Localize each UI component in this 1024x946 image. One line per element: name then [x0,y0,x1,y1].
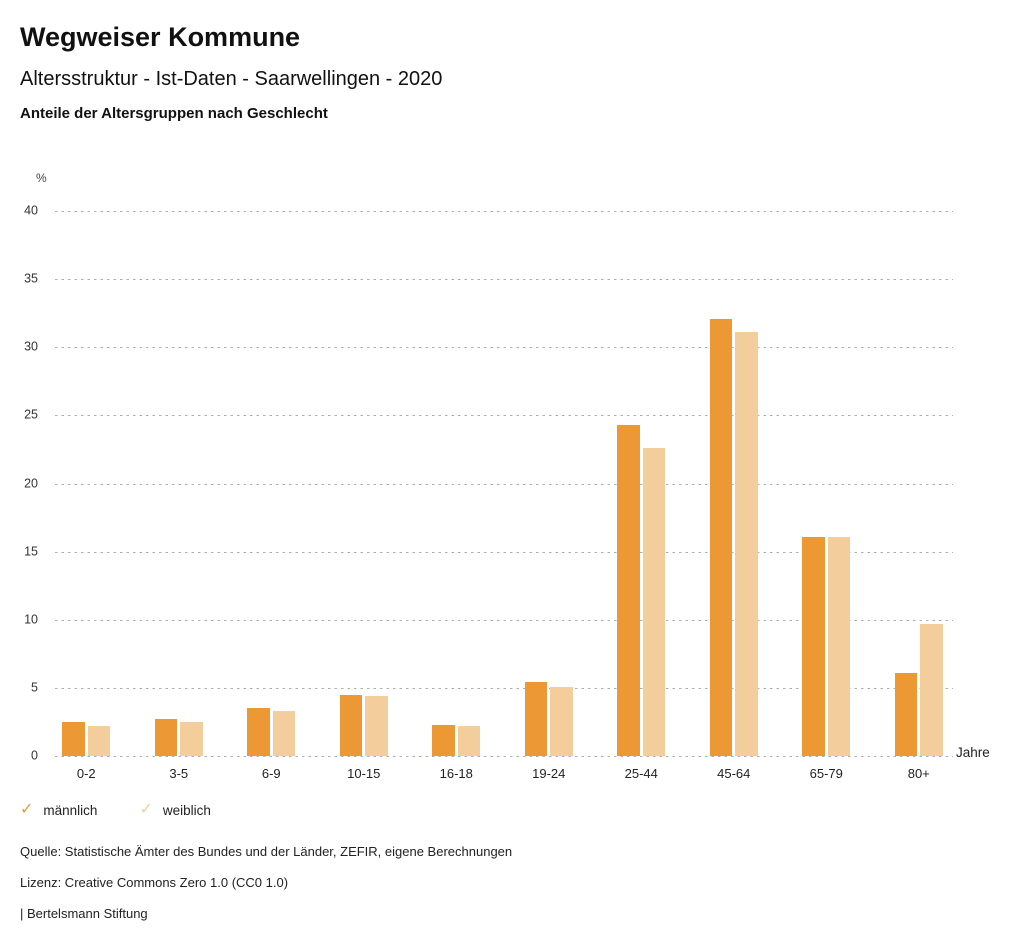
y-tick-label-15: 15 [24,544,38,559]
x-tick-label-16-18: 16-18 [439,766,473,781]
bar-weiblich-45-64[interactable] [735,332,758,756]
x-tick-label-65-79: 65-79 [809,766,843,781]
bar-weiblich-10-15[interactable] [365,696,388,756]
gridline-40 [55,211,953,212]
bar-group-19-24: 19-24 [503,211,596,781]
y-axis-unit-label: % [36,171,47,185]
gridline-35 [55,279,953,281]
bar-group-10-15: 10-15 [318,211,411,781]
bar-group-0-2: 0-2 [40,211,133,781]
gridline-25 [55,415,953,417]
bar-group-25-44: 25-44 [595,211,688,781]
bar-m-nnlich-80+[interactable] [894,672,918,756]
chart-subtitle: Altersstruktur - Ist-Daten - Saarwelling… [20,68,443,90]
source-text: Quelle: Statistische Ämter des Bundes un… [20,844,513,859]
y-axis-tick-labels: 40 35 30 25 20 15 10 5 0 [0,204,38,763]
y-tick-label-25: 25 [24,408,38,423]
license-text: Lizenz: Creative Commons Zero 1.0 (CC0 1… [20,875,289,890]
bar-m-nnlich-3-5[interactable] [154,719,178,756]
attribution-text: | Bertelsmann Stiftung [20,906,148,921]
x-tick-label-6-9: 6-9 [261,766,281,781]
bar-m-nnlich-65-79[interactable] [802,536,825,756]
bar-weiblich-16-18[interactable] [457,726,481,756]
x-tick-label-10-15: 10-15 [347,766,381,781]
x-tick-label-25-44: 25-44 [624,766,658,781]
bar-pair-45-64 [709,211,758,756]
bar-group-45-64: 45-64 [688,211,781,781]
y-tick-label-35: 35 [24,271,38,286]
gridline-5 [55,687,953,689]
bar-pair-19-24 [524,211,573,756]
x-tick-label-3-5: 3-5 [169,766,189,781]
bar-pair-0-2 [62,211,111,756]
bar-weiblich-25-44[interactable] [642,448,666,756]
bar-weiblich-19-24[interactable] [550,686,573,756]
gridline-0 [55,756,953,757]
bar-group-80+: 80+ [873,211,966,781]
check-icon: ✓ [139,801,153,818]
gridline-20 [55,483,953,485]
y-tick-label-0: 0 [31,748,38,763]
x-tick-label-80+: 80+ [907,766,930,781]
gridlines [55,211,953,757]
y-tick-label-5: 5 [31,680,38,695]
check-icon: ✓ [20,801,34,818]
page-title: Wegweiser Kommune [20,22,301,52]
x-tick-label-0-2: 0-2 [76,766,96,781]
y-tick-label-20: 20 [24,476,38,491]
bar-m-nnlich-0-2[interactable] [62,721,85,756]
bar-m-nnlich-19-24[interactable] [524,682,548,756]
x-tick-label-19-24: 19-24 [532,766,566,781]
bar-pair-65-79 [802,211,851,756]
gridline-10 [55,619,953,621]
x-tick-label-45-64: 45-64 [717,766,751,781]
bar-pair-25-44 [617,211,666,756]
gridline-30 [55,347,953,349]
legend-label-m-nnlich: männlich [43,802,98,818]
bar-m-nnlich-10-15[interactable] [339,694,363,756]
y-tick-label-30: 30 [24,339,38,354]
bar-m-nnlich-25-44[interactable] [617,424,640,756]
bar-pair-80+ [894,211,943,756]
bar-group-3-5: 3-5 [133,211,226,781]
bar-group-6-9: 6-9 [225,211,318,781]
bar-weiblich-80+[interactable] [920,623,943,756]
bar-m-nnlich-45-64[interactable] [709,318,733,756]
bar-weiblich-0-2[interactable] [87,726,111,756]
bar-weiblich-3-5[interactable] [180,721,203,756]
bar-m-nnlich-6-9[interactable] [247,708,270,756]
bar-pair-10-15 [339,211,388,756]
bar-weiblich-6-9[interactable] [272,711,296,756]
bar-m-nnlich-16-18[interactable] [432,724,455,756]
legend-item-m-nnlich[interactable]: ✓ männlich [20,802,97,818]
bar-group-65-79: 65-79 [780,211,873,781]
x-axis-unit-label: Jahre [956,745,990,760]
chart-caption: Anteile der Altersgruppen nach Geschlech… [20,105,328,122]
y-tick-label-10: 10 [24,612,38,627]
legend-label-weiblich: weiblich [162,802,211,818]
legend-item-weiblich[interactable]: ✓ weiblich [139,802,210,818]
bar-pair-3-5 [154,211,203,756]
bar-plot-area: 0-2 3-5 6-9 10-15 16-18 19-24 25-44 45-64 65-79 8… [40,211,965,781]
bar-pair-6-9 [247,211,296,756]
bar-weiblich-65-79[interactable] [827,536,851,756]
bar-pair-16-18 [432,211,481,756]
gridline-15 [55,551,953,553]
y-tick-label-40: 40 [24,203,38,218]
bar-group-16-18: 16-18 [410,211,503,781]
legend: ✓ männlich ✓ weiblich [20,802,211,818]
